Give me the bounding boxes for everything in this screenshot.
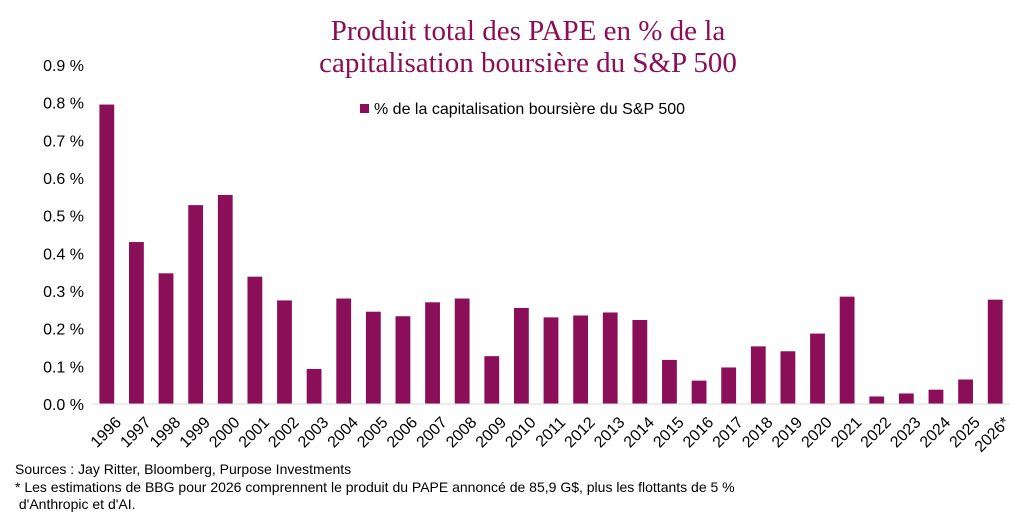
bar-2025	[958, 379, 973, 404]
x-tick-label: 1996	[88, 414, 125, 451]
estimate-note-line-1: * Les estimations de BBG pour 2026 compr…	[15, 479, 735, 495]
x-tick-label: 2024	[917, 414, 954, 451]
x-tick-label: 2011	[533, 414, 569, 450]
chart-title-line-1: Produit total des PAPE en % de la	[331, 15, 726, 47]
y-tick-label: 0.3 %	[43, 284, 84, 301]
bar-2026	[987, 299, 1003, 404]
x-tick-label: 2012	[562, 414, 599, 451]
bar-2016	[691, 380, 707, 404]
legend-label: % de la capitalisation boursière du S&P …	[374, 101, 685, 118]
bar-2008	[454, 298, 470, 404]
bars	[99, 104, 1003, 405]
bar-2006	[395, 316, 411, 404]
y-axis: 0.0 % 0.1 % 0.2 % 0.3 % 0.4 % 0.5 % 0.6 % 0.7 %…	[43, 58, 84, 414]
x-tick-label: 1997	[117, 414, 154, 451]
y-tick-label: 0.9 %	[43, 58, 84, 75]
x-tick-label: 2023	[887, 414, 924, 451]
x-tick-label: 2015	[650, 414, 687, 451]
x-tick-label: 2020	[799, 414, 836, 451]
bar-2019	[780, 351, 796, 404]
bar-2022	[869, 396, 885, 404]
x-tick-label: 2018	[739, 414, 776, 451]
bar-2012	[573, 315, 589, 404]
estimate-note-line-2: d'Anthropic et d'AI.	[15, 496, 136, 512]
x-axis: 1996199719981999200020012002200320042005…	[88, 414, 1014, 456]
y-tick-label: 0.8 %	[43, 96, 84, 113]
bar-1997	[129, 242, 144, 404]
y-tick-label: 0.2 %	[43, 322, 84, 339]
x-tick-label: 2008	[443, 414, 480, 451]
bar-2002	[277, 300, 292, 404]
bar-1999	[188, 205, 204, 404]
x-tick-label: 2005	[354, 414, 391, 451]
bar-2014	[632, 320, 648, 404]
y-tick-label: 0.5 %	[43, 209, 84, 226]
bar-2009	[484, 356, 500, 404]
x-tick-label: 2009	[473, 414, 510, 451]
bar-2001	[247, 276, 263, 404]
y-tick-label: 0.7 %	[43, 133, 84, 150]
x-tick-label: 2019	[769, 414, 806, 451]
bar-1996	[99, 104, 115, 405]
x-tick-label: 2017	[710, 414, 747, 451]
bar-2013	[602, 312, 618, 404]
bar-2021	[839, 296, 855, 404]
x-tick-label: 2014	[621, 414, 658, 451]
x-tick-label: 2022	[858, 414, 895, 451]
legend-swatch	[360, 104, 369, 113]
y-tick-label: 0.6 %	[43, 171, 84, 188]
bar-2015	[662, 359, 677, 404]
bar-2017	[721, 367, 737, 404]
x-tick-label: 1998	[147, 414, 184, 451]
legend: % de la capitalisation boursière du S&P …	[360, 101, 685, 118]
y-tick-label: 0.0 %	[43, 397, 84, 414]
bar-2000	[217, 194, 233, 404]
x-tick-label: 2010	[502, 414, 539, 451]
bar-2005	[365, 311, 381, 404]
bar-2023	[898, 393, 914, 404]
x-tick-label: 2021	[828, 414, 865, 451]
y-tick-label: 0.4 %	[43, 246, 84, 263]
bar-2020	[810, 333, 825, 404]
x-tick-label: 2003	[295, 414, 332, 451]
x-tick-label: 2004	[325, 414, 362, 451]
bar-2011	[543, 317, 559, 404]
x-tick-label: 2016	[680, 414, 717, 451]
bar-2007	[425, 302, 440, 404]
bar-2010	[513, 307, 529, 404]
x-tick-label: 2007	[414, 414, 451, 451]
y-tick-label: 0.1 %	[43, 359, 84, 376]
chart-title-line-2: capitalisation boursière du S&P 500	[319, 47, 737, 79]
x-tick-label: 2006	[384, 414, 421, 451]
x-tick-label: 2026*	[972, 414, 1014, 456]
x-tick-label: 2013	[591, 414, 628, 451]
x-tick-label: 1999	[177, 414, 214, 451]
bar-2018	[750, 346, 766, 404]
x-tick-label: 2001	[236, 414, 273, 451]
bar-2024	[928, 389, 944, 404]
x-tick-label: 2002	[265, 414, 302, 451]
sources-note: Sources : Jay Ritter, Bloomberg, Purpose…	[15, 461, 352, 477]
bar-2003	[306, 368, 322, 404]
x-tick-label: 2000	[206, 414, 243, 451]
bar-2004	[336, 298, 352, 404]
bar-1998	[158, 273, 174, 404]
